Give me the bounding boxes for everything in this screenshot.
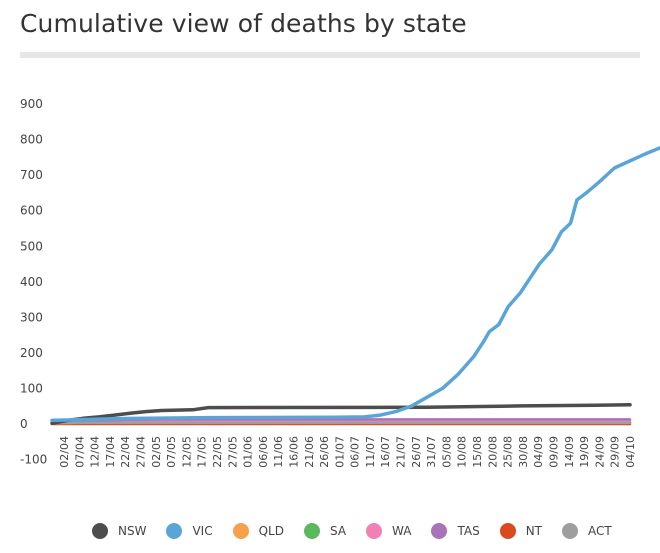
x-tick-label: 22/05 bbox=[211, 436, 224, 468]
legend-label: WA bbox=[392, 524, 412, 538]
legend-swatch bbox=[431, 523, 448, 539]
x-tick-label: 02/05 bbox=[150, 436, 163, 468]
x-tick-label: 04/09 bbox=[532, 436, 545, 468]
legend-swatch bbox=[499, 523, 516, 539]
x-tick-label: 07/05 bbox=[165, 436, 178, 468]
x-tick-label: 17/04 bbox=[104, 436, 117, 468]
x-tick-label: 20/08 bbox=[486, 436, 499, 468]
legend-label: NT bbox=[525, 524, 543, 538]
x-tick-label: 31/07 bbox=[425, 436, 438, 468]
x-tick-label: 12/05 bbox=[180, 436, 193, 468]
y-tick-label: 700 bbox=[20, 168, 43, 182]
legend-item-nt[interactable]: NT bbox=[499, 523, 543, 539]
legend-label: QLD bbox=[258, 524, 284, 538]
y-tick-label: 300 bbox=[20, 310, 43, 324]
x-tick-label: 21/07 bbox=[395, 436, 408, 468]
legend-label: SA bbox=[329, 524, 347, 538]
x-tick-label: 16/06 bbox=[287, 436, 300, 468]
y-tick-label: 100 bbox=[20, 381, 43, 395]
x-tick-label: 17/05 bbox=[196, 436, 209, 468]
y-tick-label: 0 bbox=[20, 417, 28, 431]
x-tick-label: 16/07 bbox=[379, 436, 392, 468]
legend-swatch bbox=[166, 523, 183, 539]
legend-label: TAS bbox=[457, 524, 480, 538]
legend-label: VIC bbox=[192, 524, 213, 538]
legend-item-nsw[interactable]: NSW bbox=[92, 523, 146, 539]
y-tick-label: 500 bbox=[20, 239, 43, 253]
x-tick-label: 30/08 bbox=[517, 436, 530, 468]
x-tick-label: 09/09 bbox=[548, 436, 561, 468]
y-tick-label: 800 bbox=[20, 133, 43, 147]
x-tick-label: 04/10 bbox=[624, 436, 637, 468]
y-tick-label: 600 bbox=[20, 204, 43, 218]
x-tick-label: 15/08 bbox=[471, 436, 484, 468]
x-tick-label: 06/06 bbox=[257, 436, 270, 468]
x-tick-label: 10/08 bbox=[456, 436, 469, 468]
legend-label: ACT bbox=[588, 524, 612, 538]
x-tick-label: 19/09 bbox=[578, 436, 591, 468]
x-tick-label: 29/09 bbox=[609, 436, 622, 468]
x-tick-label: 06/07 bbox=[349, 436, 362, 468]
x-tick-label: 27/04 bbox=[134, 436, 147, 468]
title-divider bbox=[20, 52, 640, 58]
x-tick-label: 05/08 bbox=[440, 436, 453, 468]
legend-swatch bbox=[303, 523, 320, 539]
x-tick-label: 14/09 bbox=[563, 436, 576, 468]
legend-item-sa[interactable]: SA bbox=[303, 523, 347, 539]
x-tick-label: 22/04 bbox=[119, 436, 132, 468]
x-tick-label: 25/08 bbox=[502, 436, 515, 468]
y-tick-label: 400 bbox=[20, 275, 43, 289]
x-tick-label: 07/04 bbox=[73, 436, 86, 468]
y-tick-label: 200 bbox=[20, 346, 43, 360]
x-tick-label: 11/06 bbox=[272, 436, 285, 468]
x-tick-label: 24/09 bbox=[593, 436, 606, 468]
legend-swatch bbox=[562, 523, 579, 539]
series-line-vic bbox=[50, 146, 660, 423]
legend-swatch bbox=[232, 523, 249, 539]
x-tick-label: 27/05 bbox=[226, 436, 239, 468]
x-tick-label: 26/07 bbox=[410, 436, 423, 468]
chart-title: Cumulative view of deaths by state bbox=[20, 9, 467, 38]
legend-item-act[interactable]: ACT bbox=[562, 523, 612, 539]
x-tick-label: 01/07 bbox=[333, 436, 346, 468]
legend-swatch bbox=[366, 523, 383, 539]
x-tick-label: 26/06 bbox=[318, 436, 331, 468]
legend-swatch bbox=[92, 523, 108, 539]
legend-item-vic[interactable]: VIC bbox=[166, 523, 213, 539]
y-tick-label: -100 bbox=[20, 453, 47, 467]
legend-item-wa[interactable]: WA bbox=[366, 523, 411, 539]
y-tick-label: 900 bbox=[20, 97, 43, 111]
legend-item-tas[interactable]: TAS bbox=[431, 523, 480, 539]
x-tick-label: 21/06 bbox=[303, 436, 316, 468]
chart-legend: NSW VIC QLD SA WA TAS NT ACT bbox=[92, 523, 632, 539]
x-tick-label: 11/07 bbox=[364, 436, 377, 468]
legend-label: NSW bbox=[118, 524, 147, 538]
x-tick-label: 01/06 bbox=[242, 436, 255, 468]
x-tick-label: 02/04 bbox=[58, 436, 71, 468]
legend-item-qld[interactable]: QLD bbox=[232, 523, 284, 539]
x-tick-label: 12/04 bbox=[89, 436, 102, 468]
